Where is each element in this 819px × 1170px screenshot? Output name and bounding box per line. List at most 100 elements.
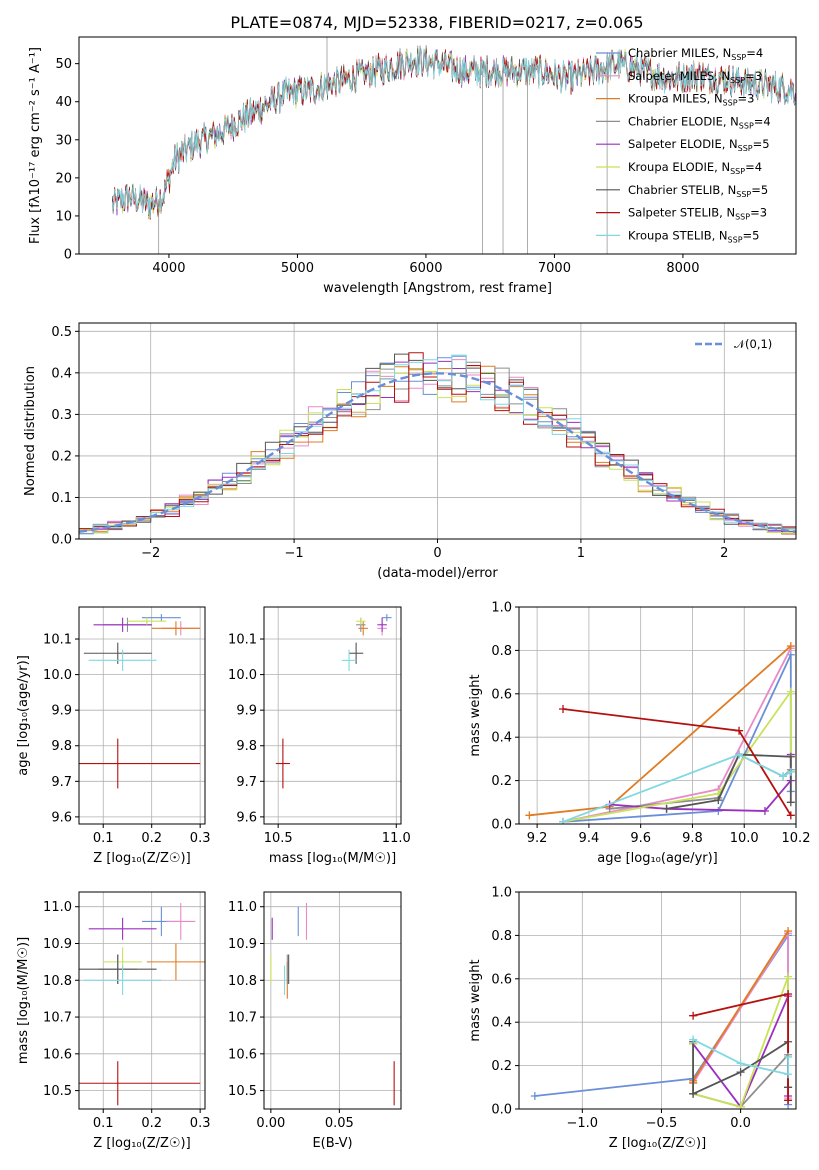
legend-label: 𝒩(0,1) bbox=[734, 337, 772, 351]
x-tick-label: 5000 bbox=[281, 261, 314, 276]
weight-line-kroupa-stelib bbox=[562, 753, 792, 823]
plot-area bbox=[79, 614, 201, 789]
weight-marker bbox=[779, 772, 788, 781]
weight-marker bbox=[714, 806, 723, 815]
plot-area bbox=[112, 37, 796, 254]
y-tick-label: 9.7 bbox=[51, 775, 72, 790]
axes-frame bbox=[78, 36, 797, 255]
x-axis-label: mass [log₁₀(M/M☉)] bbox=[269, 851, 396, 866]
y-tick-label: 50 bbox=[55, 57, 72, 72]
x-tick-label: 0.3 bbox=[190, 1116, 211, 1131]
weight-marker bbox=[662, 804, 671, 813]
plot-area bbox=[275, 614, 392, 789]
axes-frame bbox=[78, 891, 206, 1110]
y-tick-label: 0.0 bbox=[491, 1103, 512, 1118]
axes-mass-vs-Z: 0.1 0.2 0.3 10.5 10.6 10.7 10.8 10.9 11.0 Z [log₁… bbox=[16, 891, 211, 1151]
y-tick-label: 1.0 bbox=[491, 601, 512, 616]
legend-label: Salpeter MILES, NSSP=3 bbox=[628, 69, 762, 85]
y-tick-label: 0.5 bbox=[51, 325, 72, 340]
legend-label: Salpeter ELODIE, NSSP=5 bbox=[628, 137, 770, 153]
axes-frame bbox=[78, 606, 206, 825]
weight-marker bbox=[784, 1096, 793, 1105]
x-tick-label: 6000 bbox=[409, 261, 442, 276]
x-tick-label: 9.2 bbox=[527, 831, 548, 846]
axes-age-vs-mass: 10.5 11.0 9.6 9.7 9.8 9.9 10.0 10.1 mass [log₁₀(… bbox=[228, 606, 411, 866]
axes-mass-weight-vs-Z: −1.0 −0.5 0.0 0.0 0.2 0.4 0.6 0.8 1.0 Z [log₁₀(Z/… bbox=[468, 886, 797, 1151]
x-tick-label: −1 bbox=[285, 546, 304, 561]
x-axis-label: Z [log₁₀(Z/Z☉)] bbox=[93, 851, 190, 866]
weight-marker bbox=[736, 1068, 745, 1077]
weight-marker bbox=[784, 1070, 793, 1079]
weight-marker bbox=[786, 752, 795, 761]
legend-label: Salpeter STELIB, NSSP=3 bbox=[628, 206, 767, 222]
figure-title: PLATE=0874, MJD=52338, FIBERID=0217, z=0… bbox=[230, 13, 643, 32]
weight-marker bbox=[735, 750, 744, 759]
axes-frame bbox=[263, 606, 402, 825]
y-axis-label: mass weight bbox=[468, 959, 483, 1041]
weight-line-kroupa-stelib bbox=[692, 1038, 789, 1076]
y-tick-label: 0.8 bbox=[491, 929, 512, 944]
y-axis-label: mass [log₁₀(M/M☉)] bbox=[16, 937, 31, 1064]
axes-frame bbox=[263, 891, 402, 1110]
weight-marker bbox=[689, 1035, 698, 1044]
y-tick-label: 0.1 bbox=[51, 491, 72, 506]
y-tick-label: 0.0 bbox=[51, 533, 72, 548]
axes-frame bbox=[518, 606, 797, 825]
legend-spectrum: Chabrier MILES, NSSP=4 Salpeter MILES, NS… bbox=[596, 46, 771, 244]
weight-line-salpeter-miles bbox=[562, 647, 792, 823]
y-tick-label: 10.7 bbox=[228, 1011, 257, 1026]
x-tick-label: 9.8 bbox=[682, 831, 703, 846]
x-axis-label: Z [log₁₀(Z/Z☉)] bbox=[609, 1136, 706, 1151]
y-tick-label: 11.0 bbox=[228, 900, 257, 915]
weight-line-kroupa-elodie bbox=[562, 688, 792, 823]
axes-age-vs-Z: 0.1 0.2 0.3 9.6 9.7 9.8 9.9 10.0 10.1 Z [log₁₀(Z/… bbox=[16, 606, 210, 866]
weight-marker bbox=[736, 1059, 745, 1068]
weight-marker bbox=[689, 1011, 698, 1020]
x-tick-label: 2 bbox=[720, 546, 728, 561]
x-axis-label: Z [log₁₀(Z/Z☉)] bbox=[93, 1136, 190, 1151]
legend-label: Chabrier MILES, NSSP=4 bbox=[628, 46, 763, 62]
weight-marker bbox=[525, 811, 534, 820]
legend-label: Chabrier STELIB, NSSP=5 bbox=[628, 183, 768, 199]
y-tick-label: 10.0 bbox=[43, 668, 72, 683]
x-tick-label: 9.6 bbox=[630, 831, 651, 846]
y-tick-label: 10.6 bbox=[43, 1047, 72, 1062]
weight-marker bbox=[559, 817, 568, 824]
y-tick-label: 1.0 bbox=[491, 886, 512, 901]
y-tick-label: 10.0 bbox=[228, 668, 257, 683]
x-tick-label: 0.00 bbox=[256, 1116, 285, 1131]
x-tick-label: 1 bbox=[577, 546, 585, 561]
weight-marker bbox=[784, 972, 793, 981]
x-tick-label: 0.0 bbox=[730, 1116, 751, 1131]
x-axis-label: (data-model)/error bbox=[377, 566, 498, 581]
x-axis-label: age [log₁₀(age/yr)] bbox=[597, 851, 718, 866]
x-tick-label: 0.05 bbox=[325, 1116, 354, 1131]
y-tick-label: 0.4 bbox=[491, 1016, 512, 1031]
weight-marker bbox=[786, 767, 795, 776]
weight-line-kroupa-miles bbox=[529, 645, 792, 817]
legend-normal: 𝒩(0,1) bbox=[695, 337, 772, 351]
weight-marker bbox=[714, 796, 723, 805]
hist-kroupa-stelib bbox=[79, 354, 796, 535]
x-tick-label: 8000 bbox=[666, 261, 699, 276]
weight-marker bbox=[689, 1089, 698, 1098]
x-tick-label: 0.2 bbox=[141, 1116, 162, 1131]
x-tick-label: −2 bbox=[141, 546, 160, 561]
y-tick-label: 0.3 bbox=[51, 408, 72, 423]
y-tick-label: 0.2 bbox=[491, 774, 512, 789]
y-axis-label: Flux [fλ10⁻¹⁷ erg cm⁻² s⁻¹ A⁻¹] bbox=[28, 47, 43, 244]
x-tick-label: 9.4 bbox=[579, 831, 600, 846]
legend-label: Kroupa STELIB, NSSP=5 bbox=[628, 228, 759, 244]
y-tick-label: 10.1 bbox=[228, 633, 257, 648]
y-tick-label: 0.8 bbox=[491, 644, 512, 659]
y-tick-label: 0 bbox=[64, 248, 72, 263]
legend-label: Chabrier ELODIE, NSSP=4 bbox=[628, 114, 771, 130]
weight-marker bbox=[784, 989, 793, 998]
y-tick-label: 0.6 bbox=[491, 687, 512, 702]
axes-mass-vs-EBV: 0.00 0.05 10.5 10.6 10.7 10.8 10.9 11.0 E(B-V) bbox=[228, 891, 402, 1151]
axes-spectrum: 4000 5000 6000 7000 8000 0 10 20 30 40 50 wavelengt… bbox=[28, 36, 797, 296]
y-tick-label: 9.9 bbox=[51, 704, 72, 719]
x-tick-label: −1.0 bbox=[567, 1116, 599, 1131]
normal-curve bbox=[79, 372, 796, 533]
